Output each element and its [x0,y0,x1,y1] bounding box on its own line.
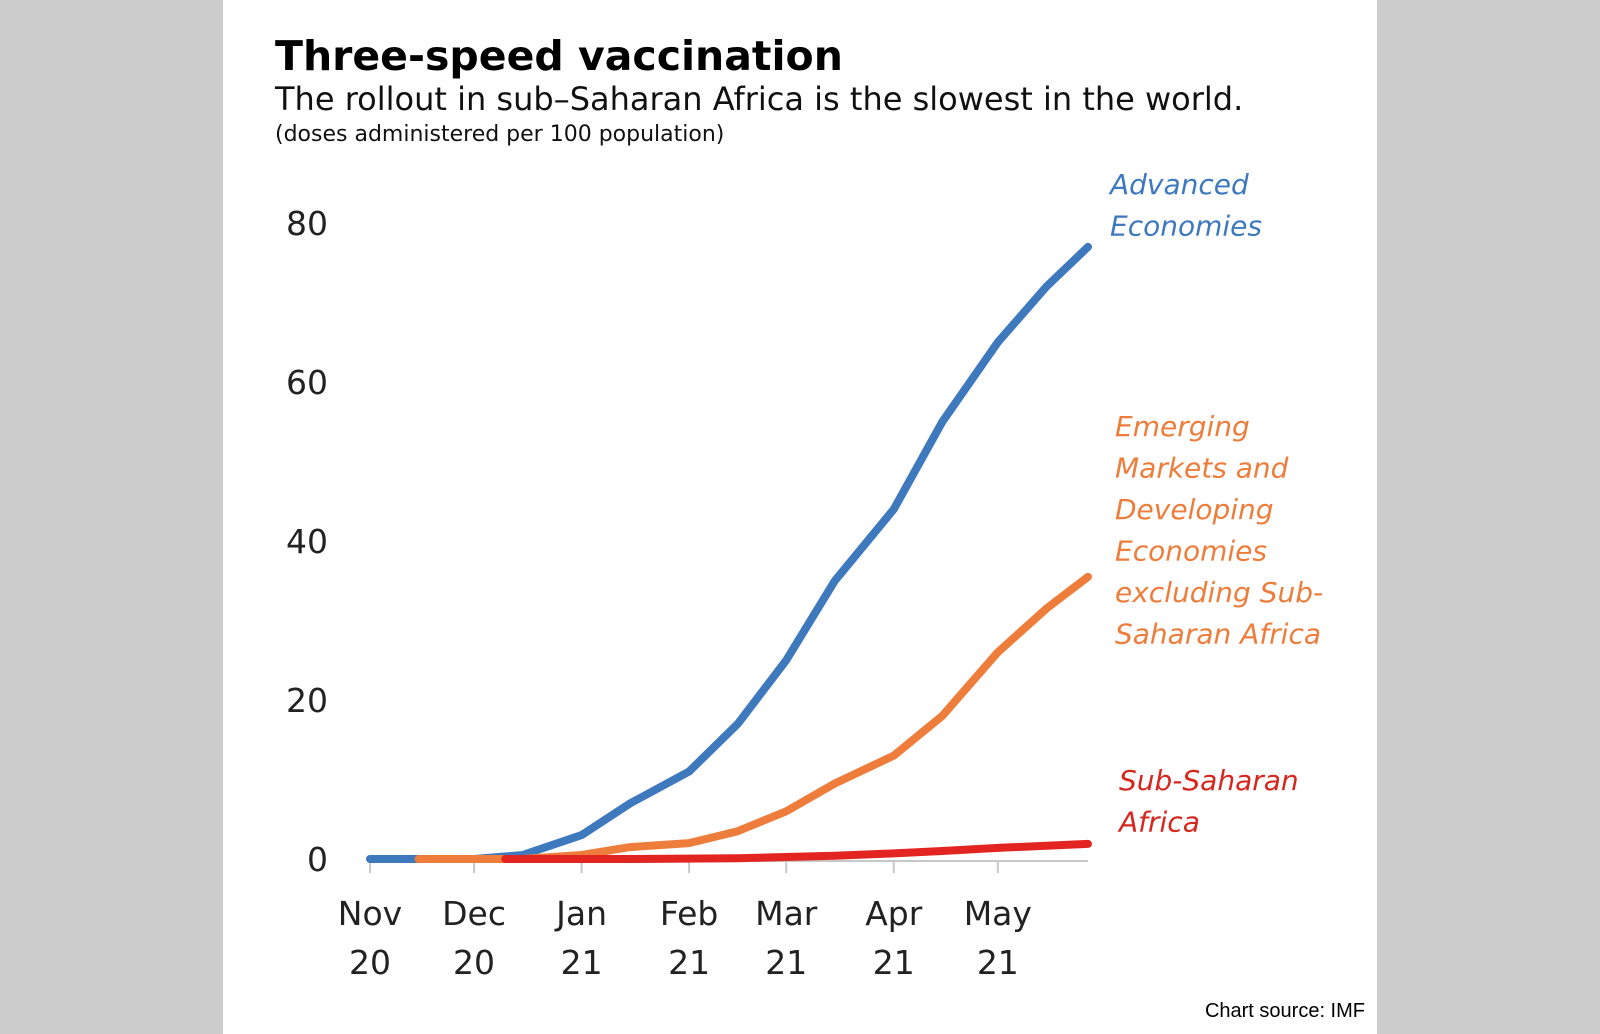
y-tick-label: 60 [286,363,328,402]
series-label: Saharan Africa [1115,618,1321,651]
series-line [414,572,1092,863]
y-tick-label: 20 [286,681,328,720]
x-tick-label: Jan [554,894,607,933]
unit-note: (doses administered per 100 population) [275,122,725,147]
y-tick-label: 80 [286,204,328,243]
x-tick-label: 20 [453,943,495,982]
series-label: Markets and [1115,452,1289,485]
x-tick-label: Feb [660,894,718,933]
x-tick-label: 21 [668,943,710,982]
source-note: Chart source: IMF [1204,1000,1365,1022]
x-tick-label: 21 [561,943,603,982]
x-tick-label: Apr [865,894,923,933]
chart-card: Three-speed vaccination The rollout in s… [223,0,1377,1034]
x-tick-label: May [964,894,1032,933]
series-label: Africa [1117,806,1200,839]
line-chart: 0 20 40 60 80 Nov 20 Dec 20 Jan 21 Feb 21 Mar 21 Apr 21 M… [286,168,1323,982]
series-line [366,242,1092,863]
series-label: Developing [1115,493,1274,526]
y-tick-label: 40 [286,522,328,561]
chart-title: Three-speed vaccination [275,32,843,80]
x-tick-label: 21 [977,943,1019,982]
x-tick-label: Nov [338,894,402,933]
chart-subtitle: The rollout in sub–Saharan Africa is the… [275,80,1244,118]
series-label: Economies [1115,535,1267,568]
x-tick-label: 21 [873,943,915,982]
x-tick-label: Dec [442,894,506,933]
x-tick-label: Mar [755,894,818,933]
series-label: excluding Sub- [1115,576,1323,609]
series-label: Emerging [1115,410,1250,443]
series-label: Advanced [1108,168,1249,201]
series-label: Economies [1110,210,1262,243]
series-label: Sub-Saharan [1119,764,1299,797]
y-tick-label: 0 [307,840,328,879]
x-tick-label: 20 [349,943,391,982]
x-tick-label: 21 [765,943,807,982]
series-line [501,839,1092,863]
